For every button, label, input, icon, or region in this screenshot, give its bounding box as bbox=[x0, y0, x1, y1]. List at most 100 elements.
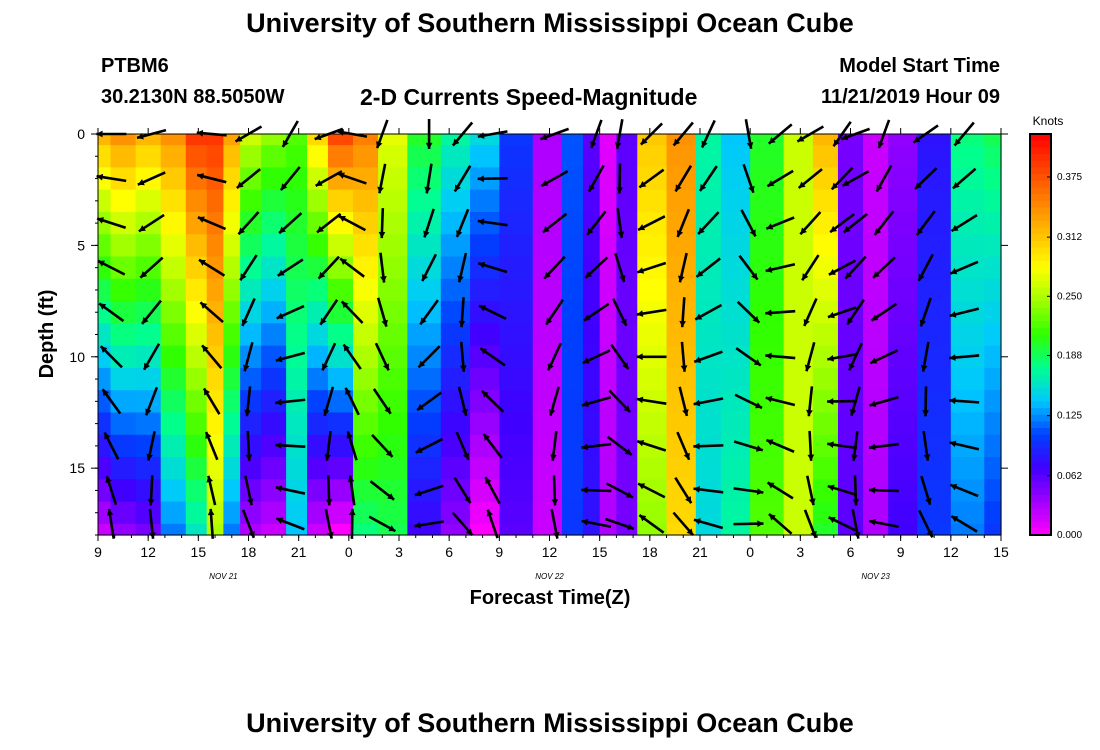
heat-cell bbox=[110, 234, 137, 258]
heat-cell bbox=[637, 234, 668, 258]
current-arrow bbox=[206, 475, 217, 506]
current-arrow bbox=[142, 343, 161, 371]
heat-cell bbox=[783, 457, 814, 480]
heat-cell bbox=[378, 412, 408, 436]
arrow-head bbox=[320, 317, 327, 325]
heat-cell bbox=[888, 434, 918, 458]
heat-cell bbox=[499, 134, 534, 146]
current-arrow bbox=[868, 486, 899, 494]
arrow-head bbox=[622, 362, 629, 370]
current-arrow bbox=[586, 210, 607, 236]
heat-cell bbox=[240, 390, 262, 414]
current-arrow bbox=[637, 215, 666, 232]
heat-cell bbox=[135, 145, 162, 169]
heat-cell bbox=[98, 457, 112, 480]
heat-cell bbox=[984, 301, 1002, 324]
current-arrow bbox=[148, 508, 156, 539]
heat-cell bbox=[837, 301, 864, 324]
arrow-head bbox=[636, 396, 644, 404]
heat-cell bbox=[837, 501, 864, 525]
heat-cell bbox=[240, 367, 262, 391]
heat-cell bbox=[160, 479, 187, 503]
arrow-head bbox=[348, 508, 356, 516]
heat-cell bbox=[135, 434, 162, 458]
current-arrow bbox=[733, 487, 764, 496]
heat-cell bbox=[582, 134, 601, 146]
heat-cell bbox=[327, 523, 354, 536]
current-arrow bbox=[340, 300, 364, 324]
arrow-head bbox=[951, 224, 959, 232]
heat-cell bbox=[110, 189, 137, 213]
current-arrow bbox=[486, 509, 499, 539]
x-tick-label: 15 bbox=[993, 544, 1009, 560]
heat-cell bbox=[407, 501, 442, 525]
heat-cell bbox=[750, 412, 785, 436]
arrow-head bbox=[798, 181, 806, 188]
heat-cell bbox=[206, 323, 225, 347]
heat-cell bbox=[562, 234, 584, 258]
heat-cell bbox=[223, 211, 241, 235]
arrow-head bbox=[849, 408, 857, 416]
colorbar-tick-label: 0.125 bbox=[1057, 411, 1082, 422]
model-start-value: 11/21/2019 Hour 09 bbox=[820, 86, 1000, 108]
heat-cell bbox=[499, 390, 534, 414]
arrow-head bbox=[414, 489, 422, 497]
heat-cell bbox=[440, 434, 471, 458]
arrow-head bbox=[478, 261, 486, 269]
arrow-head bbox=[698, 227, 705, 235]
arrow-head bbox=[425, 142, 433, 149]
current-arrow bbox=[323, 386, 335, 417]
heat-cell bbox=[223, 367, 241, 391]
heat-cell bbox=[950, 211, 985, 235]
current-arrow bbox=[479, 347, 506, 367]
arrow-head bbox=[314, 133, 322, 141]
heat-cell bbox=[582, 412, 601, 436]
arrow-head bbox=[387, 493, 395, 500]
arrow-head bbox=[581, 486, 588, 494]
current-arrow bbox=[275, 351, 306, 363]
heat-cell bbox=[888, 134, 918, 146]
heat-cell bbox=[750, 189, 785, 213]
current-arrow bbox=[451, 511, 474, 537]
current-arrow bbox=[144, 386, 159, 416]
arrow-head bbox=[868, 486, 876, 494]
arrow-head bbox=[459, 365, 467, 372]
current-arrow bbox=[828, 259, 856, 276]
heat-cell bbox=[110, 412, 137, 436]
heat-cell bbox=[353, 479, 379, 503]
arrow-head bbox=[551, 499, 559, 506]
heat-cell bbox=[470, 390, 500, 414]
heat-cell bbox=[532, 301, 563, 324]
heat-cell bbox=[950, 501, 985, 525]
heat-cell bbox=[110, 145, 137, 169]
heat-cell bbox=[160, 278, 187, 302]
current-arrow bbox=[278, 212, 303, 235]
current-arrow bbox=[540, 170, 569, 187]
arrow-head bbox=[847, 317, 854, 325]
heat-cell bbox=[160, 390, 187, 414]
heat-cell bbox=[499, 167, 534, 191]
heat-cell bbox=[637, 412, 668, 436]
heat-cell bbox=[720, 256, 751, 280]
current-arrow bbox=[106, 508, 116, 539]
heat-cell bbox=[499, 256, 534, 280]
heat-cell bbox=[261, 211, 287, 235]
heat-cell bbox=[863, 211, 889, 235]
current-arrow bbox=[482, 433, 503, 459]
heat-cell bbox=[720, 390, 751, 414]
heat-cell bbox=[582, 234, 601, 258]
arrow-head bbox=[585, 271, 593, 278]
heat-cell bbox=[98, 134, 112, 146]
heat-cell bbox=[783, 145, 814, 169]
heat-cell bbox=[470, 367, 500, 391]
x-tick-label: 3 bbox=[796, 544, 804, 560]
arrow-head bbox=[926, 530, 933, 538]
heat-cell bbox=[863, 145, 889, 169]
heat-cell bbox=[917, 390, 952, 414]
heat-cell bbox=[720, 523, 751, 536]
current-arrow bbox=[868, 518, 899, 528]
current-arrow bbox=[321, 342, 337, 371]
heat-cell bbox=[812, 145, 839, 169]
heat-cell bbox=[223, 345, 241, 369]
